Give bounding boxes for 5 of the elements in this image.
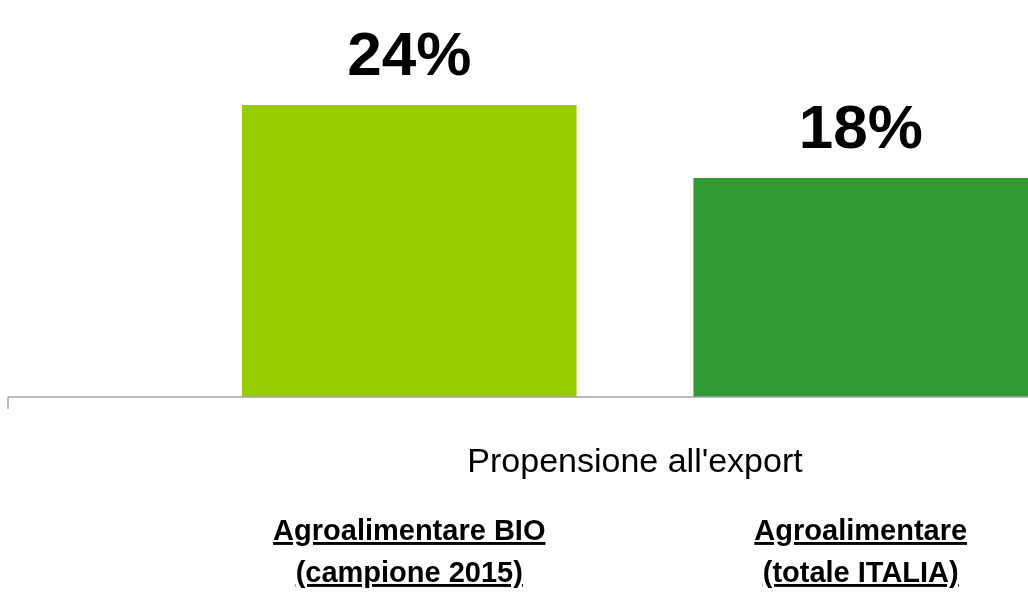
- x-axis-title: Propensione all'export: [467, 441, 804, 479]
- x-tick-label: Agroalimentare (totale ITALIA): [754, 514, 968, 588]
- data-label: 24%: [347, 19, 472, 88]
- x-tick-label: Agroalimentare BIO (campione 2015): [273, 514, 546, 588]
- data-label: 18%: [798, 92, 923, 161]
